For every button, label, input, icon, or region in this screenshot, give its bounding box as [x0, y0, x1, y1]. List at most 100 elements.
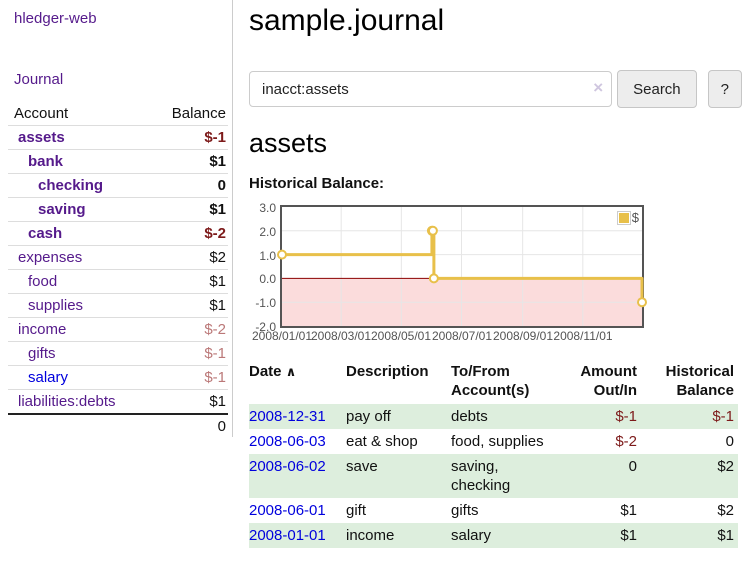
chart-x-axis: 2008/01/01 2008/03/01 2008/05/01 2008/07/01…	[252, 328, 644, 344]
account-link[interactable]: gifts	[28, 345, 56, 362]
account-balance: $1	[151, 389, 228, 415]
chart-legend: $	[616, 210, 639, 225]
y-tick-label: 1.0	[259, 248, 276, 263]
x-tick-label: 2008/01/01	[251, 329, 313, 343]
account-balance: $1	[151, 197, 228, 222]
transaction-description: gift	[346, 502, 367, 519]
transaction-amount: $-1	[615, 408, 637, 425]
sidebar: hledger-web Journal Account Balance asse…	[0, 0, 233, 438]
accounts-column-header: To/From Account(s)	[451, 363, 530, 399]
transaction-accounts: debts	[451, 408, 488, 425]
chart-y-axis: 3.0 2.0 1.0 0.0 -1.0 -2.0	[249, 201, 280, 334]
search-button[interactable]: Search	[617, 70, 697, 108]
transaction-date-link[interactable]: 2008-06-01	[249, 502, 326, 519]
search-input[interactable]	[249, 71, 613, 107]
y-tick-label: 0.0	[259, 272, 276, 287]
account-balance: $1	[151, 293, 228, 318]
x-tick-label: 2008/07/01	[431, 329, 493, 343]
x-tick-label: 2008/11/01	[553, 329, 613, 343]
account-link[interactable]: supplies	[28, 297, 84, 314]
account-row: gifts $-1	[8, 341, 228, 366]
total-row: 0	[8, 413, 228, 438]
transaction-amount: 0	[628, 458, 637, 475]
transaction-description: save	[346, 458, 378, 475]
account-row: liabilities:debts $1	[8, 389, 228, 415]
transaction-accounts: food, supplies	[451, 433, 544, 450]
account-link[interactable]: expenses	[18, 249, 83, 266]
account-balance: $-2	[151, 221, 228, 246]
x-tick-label: 2008/09/01	[492, 329, 554, 343]
transaction-description: pay off	[346, 408, 391, 425]
y-tick-label: -1.0	[255, 296, 276, 311]
y-tick-label: 2.0	[259, 224, 276, 239]
balance-column-header: Balance	[151, 102, 228, 126]
account-row: food $1	[8, 269, 228, 294]
account-link[interactable]: assets	[18, 129, 65, 146]
transaction-date-link[interactable]: 2008-12-31	[249, 408, 326, 425]
app-brand-link[interactable]: hledger-web	[14, 10, 97, 27]
register-row: 2008-01-01 income salary $1 $1	[249, 523, 738, 548]
account-link[interactable]: saving	[38, 201, 86, 218]
legend-label: $	[631, 210, 639, 225]
account-row: income $-2	[8, 317, 228, 342]
account-row: bank $1	[8, 149, 228, 174]
transaction-date-link[interactable]: 2008-06-02	[249, 458, 326, 475]
chart-label: Historical Balance:	[249, 175, 385, 192]
register-table: Date ∧ Description To/From Account(s) Am…	[249, 360, 738, 548]
transaction-date-link[interactable]: 2008-06-03	[249, 433, 326, 450]
y-tick-label: -2.0	[255, 320, 276, 334]
account-link[interactable]: liabilities:debts	[18, 393, 116, 410]
register-row: 2008-06-01 gift gifts $1 $2	[249, 498, 738, 523]
account-row: supplies $1	[8, 293, 228, 318]
account-row: salary $-1	[8, 365, 228, 390]
account-balance: $-1	[151, 125, 228, 150]
historical-balance-chart: 3.0 2.0 1.0 0.0 -1.0 -2.0 $ 2008/01/01 2008/03…	[249, 201, 742, 344]
chart-plot-area[interactable]: $	[277, 205, 647, 328]
page-title: sample.journal	[249, 4, 445, 37]
main-content: sample.journal × Search ? assets Histori…	[249, 0, 742, 548]
description-column-header: Description	[346, 363, 429, 380]
transaction-accounts: gifts	[451, 502, 479, 519]
transaction-balance: $1	[717, 527, 734, 544]
account-link[interactable]: bank	[28, 153, 64, 170]
account-row: assets $-1	[8, 125, 228, 150]
transaction-balance: $-1	[712, 408, 734, 425]
account-link[interactable]: checking	[38, 177, 104, 194]
date-column-header[interactable]: Date ∧	[249, 363, 297, 380]
sort-ascending-icon: ∧	[285, 364, 297, 379]
y-tick-label: 3.0	[259, 201, 276, 215]
account-link[interactable]: salary	[28, 369, 69, 386]
account-balance: 0	[151, 173, 228, 198]
account-link[interactable]: income	[18, 321, 67, 338]
search-form: × Search ?	[249, 70, 742, 108]
total-balance: 0	[151, 413, 228, 438]
register-row: 2008-06-03 eat & shop food, supplies $-2 0	[249, 429, 738, 454]
account-link[interactable]: cash	[28, 225, 63, 242]
account-balance: $2	[151, 245, 228, 270]
search-input-wrap: ×	[249, 71, 613, 107]
account-row: expenses $2	[8, 245, 228, 270]
account-column-header: Account	[8, 102, 152, 126]
amount-column-header: Amount Out/In	[580, 363, 637, 399]
account-balance: $1	[151, 149, 228, 174]
nav-journal-link[interactable]: Journal	[14, 71, 64, 88]
account-row: checking 0	[8, 173, 228, 198]
account-balance: $-1	[151, 365, 228, 390]
account-link[interactable]: food	[28, 273, 58, 290]
transaction-description: eat & shop	[346, 433, 418, 450]
clear-search-icon[interactable]: ×	[593, 78, 604, 97]
transaction-amount: $1	[620, 502, 637, 519]
transaction-balance: $2	[717, 458, 734, 475]
transaction-description: income	[346, 527, 395, 544]
account-balance-table: Account Balance assets $-1 bank $1 checking 0…	[8, 102, 228, 438]
x-tick-label: 2008/03/01	[310, 329, 372, 343]
x-tick-label: 2008/05/01	[370, 329, 432, 343]
transaction-balance: $2	[717, 502, 734, 519]
account-row: cash $-2	[8, 221, 228, 246]
transaction-amount: $1	[620, 527, 637, 544]
help-button[interactable]: ?	[707, 70, 742, 108]
register-row: 2008-06-02 save saving, checking 0 $2	[249, 454, 738, 498]
transaction-date-link[interactable]: 2008-01-01	[249, 527, 326, 544]
transaction-accounts: saving, checking	[451, 458, 511, 494]
account-balance: $-1	[151, 341, 228, 366]
